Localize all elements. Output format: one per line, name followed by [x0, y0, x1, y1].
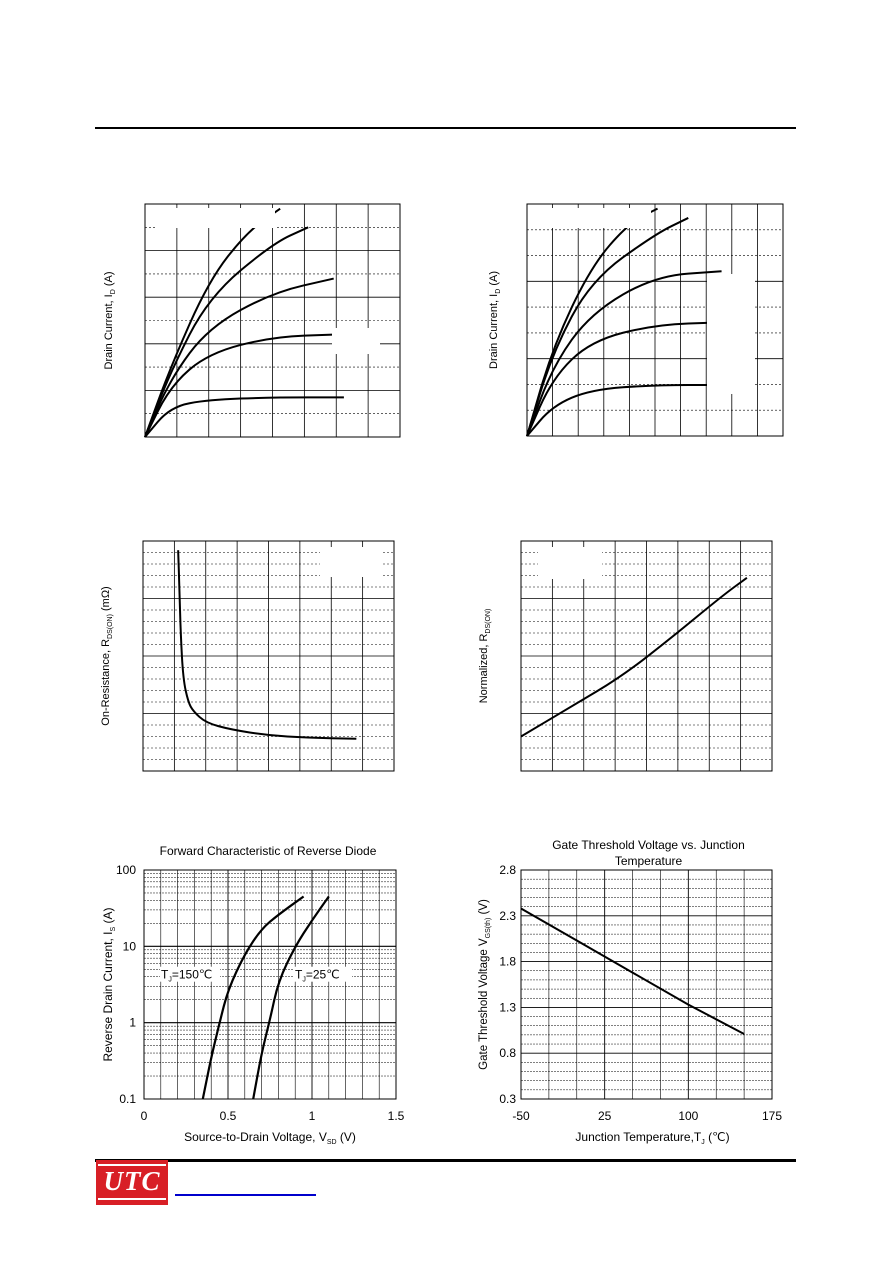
c6-ytick-label: 2.3 [499, 909, 516, 923]
c6-xtick-label: 175 [762, 1109, 782, 1123]
c6-xlabel: Junction Temperature,TJ (℃) [575, 1130, 729, 1146]
website-link[interactable] [175, 1194, 316, 1196]
c3-ylabel: On-Resistance, RDS(ON) (mΩ) [100, 586, 114, 725]
c6-xtick-label: -50 [512, 1109, 530, 1123]
chart-6-gate-threshold: Gate Threshold Voltage vs. Junction Tempe… [478, 838, 782, 1146]
c6-curve-1 [520, 907, 745, 1035]
c5-xlabel-tail: (V) [337, 1130, 356, 1144]
c1-ylabel-tail: (A) [103, 272, 115, 290]
c6-xtick-label: 25 [598, 1109, 612, 1123]
c6-ylabel-sub: GS(th) [485, 918, 492, 939]
c6-title-line1: Gate Threshold Voltage vs. Junction [552, 838, 745, 852]
c2-curve-1 [526, 383, 722, 437]
c5-ylabel: Reverse Drain Current, IS (A) [101, 907, 117, 1061]
c5-title: Forward Characteristic of Reverse Diode [160, 844, 377, 858]
c2-curve-5 [526, 207, 659, 437]
c6-ytick-label: 0.3 [499, 1092, 516, 1106]
chart-1-output-characteristics: Drain Current, ID (A) [103, 203, 401, 438]
c5-xlabel-main: Source-to-Drain Voltage, V [184, 1130, 327, 1144]
c5-ytick-label: 10 [123, 939, 137, 953]
chart-2-annotation-box [707, 274, 755, 394]
c6-ylabel: Gate Threshold Voltage VGS(th) (V) [478, 899, 492, 1070]
chart-2-legend-box [533, 208, 651, 228]
c6-ylabel-main: Gate Threshold Voltage V [478, 938, 490, 1070]
c6-ytick-label: 1.3 [499, 1000, 516, 1014]
bottom-rule [95, 1159, 796, 1162]
c1-ylabel: Drain Current, ID (A) [103, 272, 117, 370]
c6-plot-frame [520, 869, 773, 1100]
c5-xtick-label: 1 [309, 1109, 316, 1123]
c3-curve-1 [177, 550, 357, 740]
c2-ylabel: Drain Current, ID (A) [488, 271, 502, 369]
c5-ann1-bg [160, 966, 220, 982]
c5-curve-2 [252, 895, 330, 1100]
c2-ylabel-main: Drain Current, I [488, 294, 500, 369]
c5-annotation-150-sub: J [168, 977, 172, 984]
chart-3-on-resistance: On-Resistance, RDS(ON) (mΩ) [100, 540, 395, 772]
c2-curve-2 [526, 321, 722, 437]
c2-ylabel-sub: D [495, 289, 502, 294]
c5-ytick-label: 100 [116, 863, 136, 877]
c4-ylabel-main: Normalized, R [478, 634, 490, 704]
c5-plot-frame [143, 869, 397, 1100]
c3-ylabel-tail: (mΩ) [100, 586, 112, 614]
c5-ytick-label: 0.1 [119, 1092, 136, 1106]
chart-3-legend-box [320, 547, 382, 577]
c4-curve-1 [520, 576, 748, 738]
c5-xtick-label: 0 [141, 1109, 148, 1123]
c5-annotation-25-main: T [295, 968, 303, 982]
c6-ytick-label: 0.8 [499, 1046, 516, 1060]
c2-ylabel-tail: (A) [488, 271, 500, 289]
c3-ylabel-sub: DS(ON) [107, 614, 114, 639]
c1-ylabel-main: Drain Current, I [103, 294, 115, 369]
c6-xlabel-tail: (℃) [705, 1130, 730, 1144]
c3-ylabel-main: On-Resistance, R [100, 639, 112, 726]
c1-curve-1 [144, 396, 344, 438]
c5-xlabel: Source-to-Drain Voltage, VSD (V) [184, 1130, 356, 1146]
c6-ytick-label: 2.8 [499, 863, 516, 877]
chart-2-transfer-characteristics: Drain Current, ID (A) [488, 203, 784, 437]
c5-ylabel-tail: (A) [101, 907, 115, 926]
c5-xtick-label: 1.5 [388, 1109, 405, 1123]
c6-xtick-label: 100 [678, 1109, 698, 1123]
c6-xlabel-main: Junction Temperature,T [575, 1130, 702, 1144]
c5-xlabel-sub: SD [327, 1139, 337, 1146]
c5-xtick-label: 0.5 [220, 1109, 237, 1123]
c5-annotation-150: TJ=150℃ [161, 968, 212, 984]
c6-xlabel-sub: J [701, 1139, 705, 1146]
logo-text: UTC [103, 1166, 161, 1196]
c4-ylabel: Normalized, RDS(ON) [478, 609, 492, 704]
c5-annotation-25: TJ=25℃ [295, 968, 340, 984]
chart-4-legend-box [538, 547, 602, 579]
c1-curve-5 [144, 207, 281, 438]
utc-logo: UTC [96, 1160, 168, 1205]
c5-curve-1 [201, 895, 305, 1100]
c5-ann2-bg [294, 966, 352, 982]
c2-curve-3 [526, 270, 722, 437]
c5-annotation-150-tail: =150℃ [172, 968, 213, 982]
c6-title-line2: Temperature [615, 854, 683, 868]
c6-ylabel-tail: (V) [478, 899, 490, 918]
c6-ytick-label: 1.8 [499, 955, 516, 969]
c5-annotation-150-main: T [161, 968, 169, 982]
c5-ylabel-main: Reverse Drain Current, I [101, 931, 115, 1061]
chart-1-legend-box [157, 208, 275, 228]
c5-annotation-25-sub: J [302, 977, 306, 984]
c4-ylabel-sub: DS(ON) [485, 609, 492, 634]
top-rule [95, 127, 796, 129]
c5-annotation-25-tail: =25℃ [306, 968, 340, 982]
c5-ylabel-sub: S [110, 926, 117, 931]
c5-ytick-label: 1 [129, 1016, 136, 1030]
chart-4-normalized-rdson: Normalized, RDS(ON) [478, 540, 773, 772]
c1-ylabel-sub: D [110, 289, 117, 294]
chart-1-annotation-box [332, 328, 380, 354]
